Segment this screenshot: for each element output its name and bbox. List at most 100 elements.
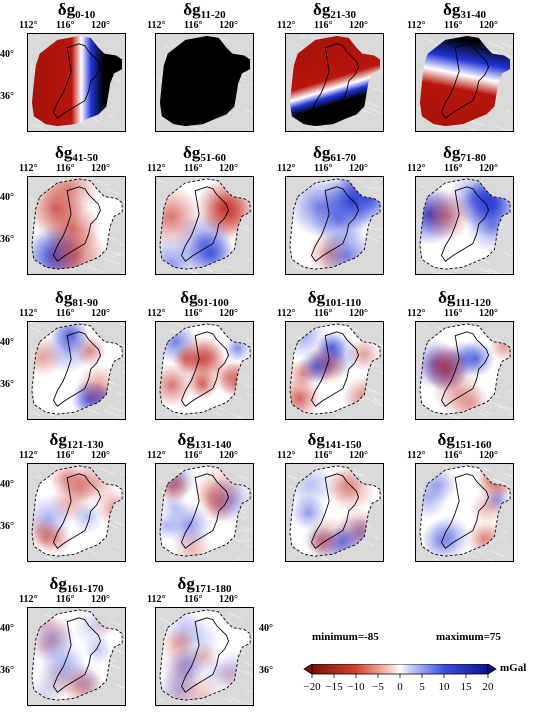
x-tick-label: 120° [91,594,110,605]
x-tick-label: 112° [147,308,166,319]
panel-title: δg141-150 [285,430,384,458]
x-tick-label: 120° [349,450,368,461]
x-tick-label: 120° [91,163,110,174]
map-panel: δg41-50 112° 116° 120° 40° 36° [0,143,161,283]
colorbar-left-arrow [303,663,313,675]
panel-title: δg91-100 [155,288,254,316]
colorbar: −20 −15 −10 −5 0 5 10 15 20 mGal [300,662,540,709]
panel-title-symbol: δg [183,0,201,19]
map-plot [285,176,384,275]
x-tick-label: 116° [56,594,75,605]
map-plot [27,176,126,275]
colorbar-tick-label: −15 [325,681,343,693]
x-tick-label: 112° [19,450,38,461]
panel-title-range: 91-100 [197,297,229,309]
x-tick-label: 120° [91,450,110,461]
x-tick-label: 116° [184,308,203,319]
x-tick-label: 116° [184,450,203,461]
x-tick-label: 116° [314,20,333,31]
map-panel: δg121-130 112° 116° 120° 40° 36° [0,430,161,570]
panel-title-symbol: δg [313,0,331,19]
map-panel: δg141-150 112° 116° 120° [277,430,419,570]
x-tick-label: 112° [277,20,296,31]
panel-title-range: 41-50 [72,152,98,164]
panel-title: δg71-80 [415,143,514,171]
x-tick-label: 112° [277,308,296,319]
x-tick-label: 116° [56,450,75,461]
panel-title: δg151-160 [415,430,514,458]
maximum-label: maximum=75 [436,631,501,643]
colorbar-tick-label: 0 [397,681,403,693]
x-tick-label: 116° [184,20,203,31]
colorbar-tick-label: 15 [461,681,473,693]
y-tick-label: 40° [0,479,14,490]
y-tick-label: 40° [0,623,14,634]
x-tick-label: 112° [147,163,166,174]
x-tick-label: 112° [407,20,426,31]
panel-title-symbol: δg [438,288,456,307]
colorbar-tick-label: −20 [303,681,321,693]
panel-title-range: 141-150 [324,439,362,451]
panel-title-symbol: δg [313,143,331,162]
x-tick-label: 116° [184,594,203,605]
map-plot [285,33,384,132]
map-panel: δg101-110 112° 116° 120° [277,288,419,428]
map-panel: δg161-170 112° 116° 120° 40° 36° [0,574,161,714]
panel-title-symbol: δg [307,288,326,307]
colorbar-tick-label: 10 [439,681,451,693]
map-plot [155,607,254,706]
x-tick-label: 112° [147,450,166,461]
y-tick-label: 40° [0,192,14,203]
x-tick-label: 120° [219,594,238,605]
map-plot [155,463,254,562]
x-tick-label: 116° [444,20,463,31]
panel-title: δg11-20 [155,0,254,28]
panel-title-range: 21-30 [330,9,356,21]
x-tick-label: 120° [349,163,368,174]
x-tick-label: 116° [56,163,75,174]
panel-title-symbol: δg [183,143,201,162]
panel-title: δg171-180 [155,574,254,602]
panel-title-symbol: δg [443,0,461,19]
panel-title-symbol: δg [437,430,455,449]
map-plot [285,321,384,420]
map-panel: δg61-70 112° 116° 120° [277,143,419,283]
panel-title-symbol: δg [55,288,73,307]
map-plot [415,463,514,562]
map-plot [155,33,254,132]
y-tick-label: 40° [0,49,14,60]
map-plot [155,176,254,275]
panel-title: δg111-120 [415,288,514,316]
y-tick-label: 36° [0,665,14,676]
colorbar-ramp [311,663,489,675]
panel-title-range: 121-130 [66,439,104,451]
x-tick-label: 120° [91,308,110,319]
panel-title-symbol: δg [177,430,195,449]
map-panel: δg31-40 112° 116° 120° [407,0,549,140]
colorbar-tick-label: 5 [419,681,425,693]
panel-title: δg0-10 [27,0,126,28]
map-panel: δg131-140 112° 116° 120° [147,430,289,570]
x-tick-label: 120° [349,308,368,319]
panel-title-range: 111-120 [455,297,491,309]
panel-title-range: 101-110 [325,297,362,309]
panel-title-range: 61-70 [330,152,356,164]
map-panel: δg111-120 112° 116° 120° [407,288,549,428]
map-plot [27,463,126,562]
map-panel: δg91-100 112° 116° 120° [147,288,289,428]
x-tick-label: 116° [444,308,463,319]
x-tick-label: 112° [19,163,38,174]
x-tick-label: 112° [407,450,426,461]
x-tick-label: 112° [19,594,38,605]
panel-title: δg41-50 [27,143,126,171]
panel-title: δg21-30 [285,0,384,28]
y-tick-label: 36° [0,379,14,390]
map-panel: δg51-60 112° 116° 120° [147,143,289,283]
panel-title-range: 11-20 [200,9,226,21]
y-tick-label: 40° [259,623,273,634]
x-tick-label: 116° [56,308,75,319]
x-tick-label: 120° [219,20,238,31]
panel-title-range: 171-180 [194,583,232,595]
panel-title-symbol: δg [443,143,461,162]
panel-title: δg161-170 [27,574,126,602]
